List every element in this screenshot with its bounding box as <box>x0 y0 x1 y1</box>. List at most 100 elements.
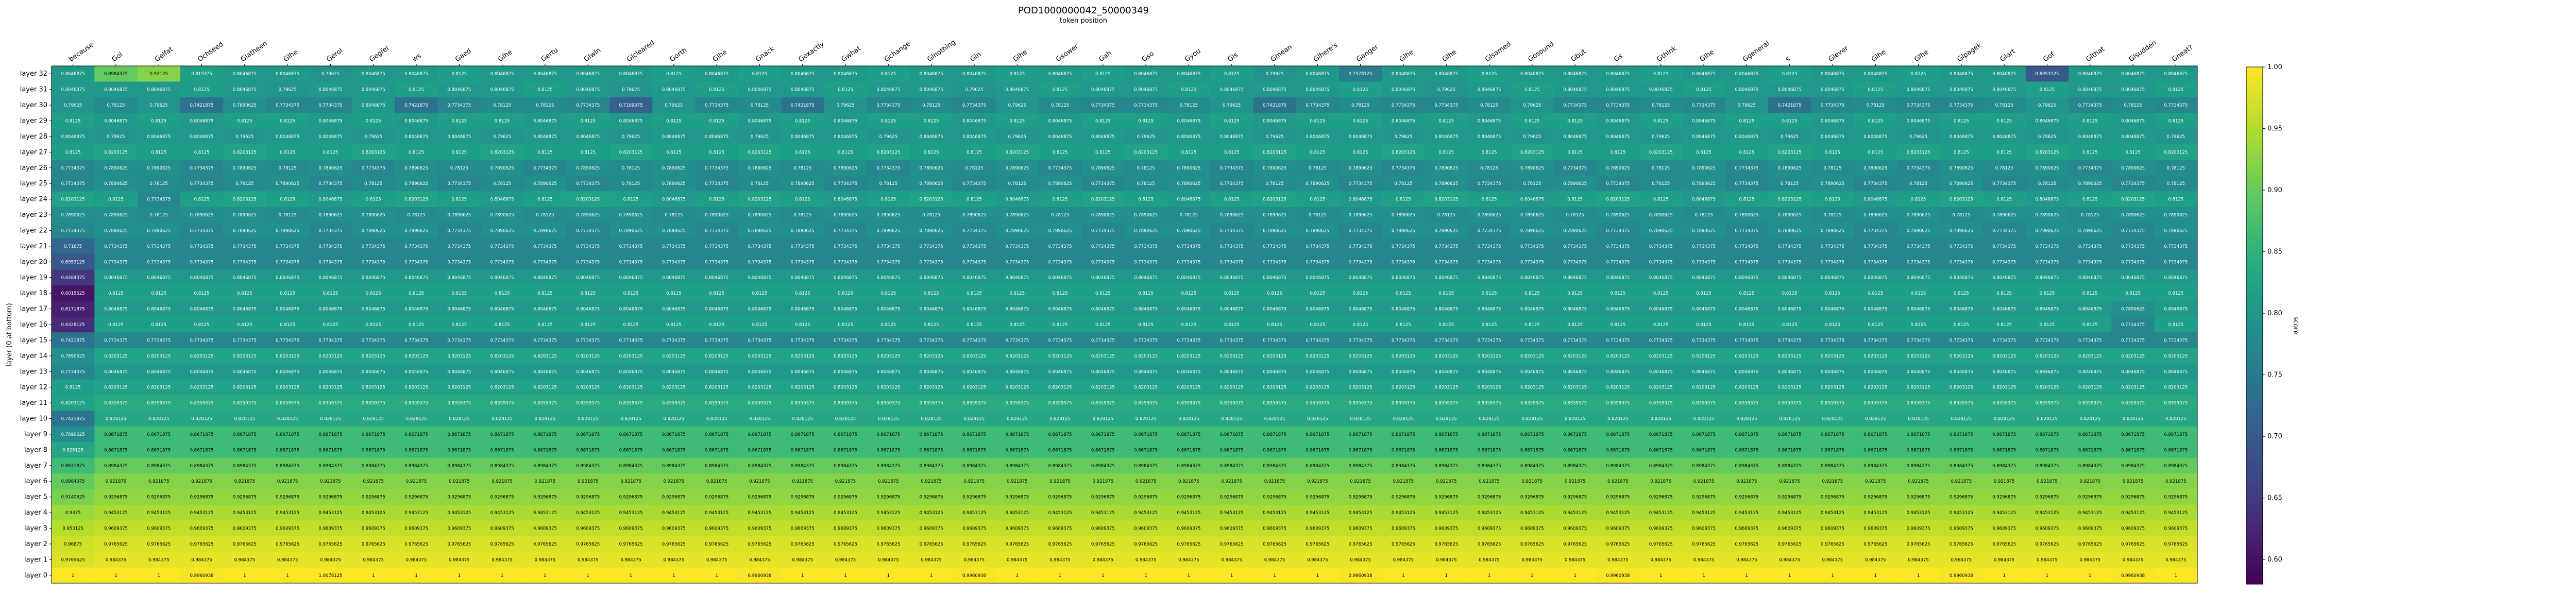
cell-value-label: 0.8046875 <box>1220 134 1244 140</box>
cell-value-label: 0.8203125 <box>1048 354 1072 359</box>
heatmap-cell <box>1768 191 1811 208</box>
cell-value-label: 0.8359375 <box>1563 401 1587 406</box>
cell-value-label: 0.79625 <box>1265 72 1283 77</box>
cell-value-label: 0.8203125 <box>1821 385 1844 390</box>
heatmap-cell <box>566 97 610 113</box>
heatmap-cell <box>1596 81 1640 98</box>
heatmap-cell <box>1854 144 1897 161</box>
cell-value-label: 0.8125 <box>580 150 596 155</box>
cell-value-label: 0.7890625 <box>276 228 299 233</box>
cell-value-label: 0.8125 <box>1053 322 1068 328</box>
cell-value-label: 0.8046875 <box>318 118 342 124</box>
cell-value-label: 0.79625 <box>1137 134 1155 140</box>
heatmap-cell <box>1896 81 1940 98</box>
heatmap-cell <box>1596 191 1640 208</box>
heatmap-cell <box>523 207 567 223</box>
cell-value-label: 0.9453125 <box>1821 511 1844 516</box>
cell-value-label: 0.8203125 <box>876 150 900 155</box>
cell-value-label: 0.7734375 <box>447 228 471 233</box>
cell-value-label: 0.8203125 <box>920 354 943 359</box>
cell-value-label: 0.8203125 <box>1263 150 1286 155</box>
cell-value-label: 0.7890625 <box>1520 213 1544 218</box>
cell-value-label: 0.8203125 <box>1263 354 1286 359</box>
cell-value-label: 0.79625 <box>1523 103 1541 108</box>
colorbar-tick-label: 0.80 <box>2267 310 2282 317</box>
cell-value-label: 0.8203125 <box>2164 150 2188 155</box>
heatmap-cell <box>1639 66 1683 82</box>
heatmap-cell <box>2069 160 2112 176</box>
heatmap-cell <box>481 81 524 98</box>
cell-value-label: 0.8203125 <box>362 354 385 359</box>
cell-value-label: 0.7734375 <box>1992 338 2016 343</box>
cell-value-label: 0.8046875 <box>1821 307 1844 312</box>
cell-value-label: 0.7734375 <box>876 338 900 343</box>
cell-value-label: 0.9296875 <box>2035 495 2059 500</box>
cell-value-label: 0.921875 <box>1908 479 1929 484</box>
cell-value-label: 0.8046875 <box>1091 369 1115 375</box>
cell-value-label: 0.828125 <box>964 417 985 422</box>
x-tick-label: Glhe <box>1441 48 1458 63</box>
cell-value-label: 0.8125 <box>1996 197 2012 202</box>
cell-value-label: 1 <box>1573 573 1576 579</box>
heatmap-cell <box>1896 128 1940 145</box>
x-tick-label: Gah <box>1098 49 1113 63</box>
cell-value-label: 0.7734375 <box>404 244 428 249</box>
heatmap-cell <box>1038 160 1082 176</box>
cell-value-label: 0.7734375 <box>404 260 428 265</box>
x-tick-label: Gbut <box>1570 48 1588 63</box>
cell-value-label: 0.8125 <box>1438 291 1454 296</box>
cell-value-label: 0.8203125 <box>104 385 128 390</box>
cell-value-label: 0.8125 <box>1138 118 1154 124</box>
cell-value-label: 0.8203125 <box>1306 354 1329 359</box>
cell-value-label: 0.7734375 <box>1692 103 1716 108</box>
cell-value-label: 0.921875 <box>1522 479 1543 484</box>
cell-value-label: 0.984375 <box>191 557 212 563</box>
cell-value-label: 0.984375 <box>921 557 942 563</box>
cell-value-label: 0.9609375 <box>876 526 900 532</box>
heatmap-cell <box>1124 97 1168 113</box>
colorbar-tick-label: 0.90 <box>2267 186 2282 194</box>
cell-value-label: 0.8125 <box>2082 291 2098 296</box>
cell-value-label: 0.9609375 <box>962 526 986 532</box>
x-tick-label: Gin <box>969 50 983 63</box>
cell-value-label: 0.9296875 <box>576 495 600 500</box>
cell-value-label: 0.8046875 <box>533 307 557 312</box>
heatmap-cell <box>309 175 352 192</box>
cell-value-label: 0.9609375 <box>404 526 428 532</box>
heatmap-cell <box>437 81 481 98</box>
cell-value-label: 0.78125 <box>1867 103 1885 108</box>
cell-value-label: 0.984375 <box>148 557 170 563</box>
cell-value-label: 0.78125 <box>2038 181 2056 186</box>
cell-value-label: 0.7734375 <box>1563 260 1587 265</box>
colorbar-ticks: 0.600.650.700.750.800.850.900.951.00 <box>2263 63 2282 564</box>
cell-value-label: 0.8671875 <box>705 448 728 453</box>
cell-value-label: 0.78125 <box>2167 166 2185 171</box>
heatmap-cell <box>1725 191 1769 208</box>
cell-value-label: 0.8359375 <box>1134 401 1158 406</box>
cell-value-label: 0.8046875 <box>1778 307 1802 312</box>
cell-value-label: 0.8125 <box>1224 118 1240 124</box>
heatmap-cell <box>652 128 696 145</box>
cell-value-label: 0.828125 <box>449 417 470 422</box>
heatmap-cell <box>395 175 438 192</box>
heatmap-cell <box>1854 175 1897 192</box>
cell-value-label: 0.8203125 <box>876 385 900 390</box>
colorbar-gradient <box>2246 66 2263 585</box>
cell-value-label: 0.8046875 <box>276 307 299 312</box>
cell-value-label: 0.921875 <box>406 479 427 484</box>
cell-value-label: 0.8203125 <box>2164 354 2188 359</box>
cell-value-label: 0.8046875 <box>1091 88 1115 93</box>
cell-value-label: 0.8046875 <box>1134 72 1158 77</box>
cell-value-label: 0.7734375 <box>1091 260 1115 265</box>
cell-value-label: 0.78125 <box>1265 181 1283 186</box>
cell-value-label: 0.8984375 <box>1563 464 1587 469</box>
cell-value-label: 0.8671875 <box>962 432 986 437</box>
cell-value-label: 0.7734375 <box>1392 103 1415 108</box>
cell-value-label: 0.9765625 <box>362 542 385 547</box>
y-tick-label: layer 11 <box>20 399 47 407</box>
cell-value-label: 0.7734375 <box>619 260 643 265</box>
cell-value-label: 0.9453125 <box>1778 511 1802 516</box>
cell-value-label: 0.78125 <box>1309 166 1327 171</box>
colorbar-tick-label: 1.00 <box>2267 63 2282 71</box>
cell-value-label: 0.79625 <box>1652 134 1670 140</box>
